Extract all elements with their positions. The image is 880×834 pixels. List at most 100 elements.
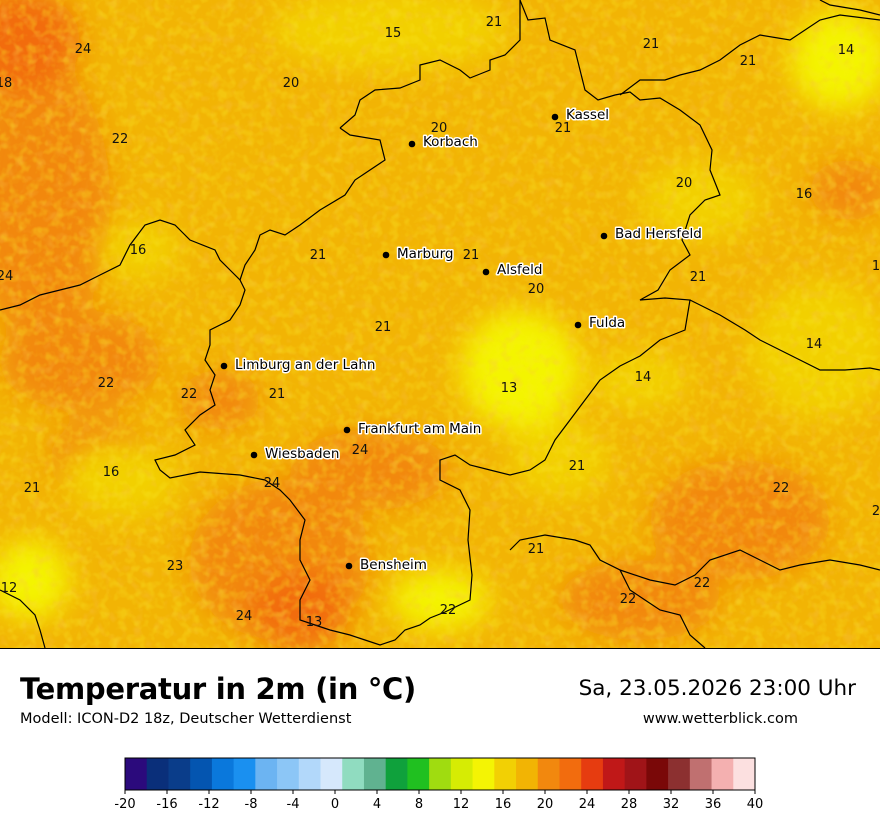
city-wiesbaden[interactable]: Wiesbaden [250,445,341,464]
city-alsfeld[interactable]: Alsfeld [482,261,544,280]
temp-value: 12 [1,581,18,596]
city-kassel[interactable]: Kassel [551,106,611,125]
state-border-sw [0,589,46,648]
city-dot [345,562,353,570]
city-dot [600,232,608,240]
temp-value: 16 [103,465,120,480]
temp-value: 13 [306,615,323,630]
temp-value: 22 [773,481,790,496]
city-label: Fulda [589,315,625,331]
legend-frame [124,757,756,791]
temp-value: 24 [75,42,92,57]
city-markers: Kassel Korbach Bad Hersfeld Marburg Alsf… [220,106,703,575]
legend-swatch [581,758,604,790]
temp-value: 16 [796,187,813,202]
legend-swatch [537,758,560,790]
city-label: Frankfurt am Main [358,421,481,437]
legend-tick-label: 36 [705,797,722,812]
city-korbach[interactable]: Korbach [408,133,479,152]
legend-swatch [168,758,191,790]
city-dot [343,426,351,434]
state-border [0,0,721,646]
legend-swatch [320,758,343,790]
temp-value: 20 [283,76,300,91]
legend-swatch [733,758,756,790]
city-dot [408,140,416,148]
legend-tick-label: -20 [114,797,135,812]
city-bensheim[interactable]: Bensheim [345,556,428,575]
legend-swatch [342,758,365,790]
temp-value: 22 [440,603,457,618]
temp-value: 20 [676,176,693,191]
temp-value: 24 [264,476,281,491]
legend-swatch [602,758,626,790]
legend-tick-label: -12 [198,797,219,812]
legend-swatches [125,758,756,790]
map-svg: Kassel Korbach Bad Hersfeld Marburg Alsf… [0,0,880,648]
legend-tick-label: -4 [287,797,300,812]
temp-value: 16 [130,243,147,258]
state-border-ne [819,0,880,16]
color-legend: -20 -16 -12 -8 -4 0 4 8 12 16 20 24 28 32 36 40 [0,750,880,830]
legend-tick-label: -16 [156,797,177,812]
texture-warm [0,0,880,648]
legend-swatch [211,758,235,790]
city-dot [574,321,582,329]
temp-value: 21 [569,459,586,474]
temperature-labels: 21 15 21 14 24 18 20 20 21 21 22 20 16 1… [0,15,880,630]
temp-value: 24 [0,269,13,284]
temp-value: 2 [872,504,880,519]
legend-swatch [668,758,691,790]
legend-tick-label: 16 [495,797,512,812]
forecast-datetime: Sa, 23.05.2026 23:00 Uhr [578,676,856,701]
state-border-east [619,14,880,96]
temp-value: 21 [528,542,545,557]
legend-swatch [407,758,430,790]
legend-tick-label: 40 [747,797,764,812]
city-label: Bad Hersfeld [615,226,702,242]
city-dot [382,251,390,259]
legend-swatch [190,758,213,790]
website-link[interactable]: www.wetterblick.com [642,711,798,727]
temp-value: 21 [463,248,480,263]
model-subtitle: Modell: ICON-D2 18z, Deutscher Wetterdie… [20,711,352,727]
temp-value: 21 [555,121,572,136]
temp-value: 21 [486,15,503,30]
state-border-east2 [689,299,880,371]
legend-tick-label: 8 [415,797,423,812]
legend-swatch [624,758,647,790]
legend-swatch [385,758,408,790]
map-title: Temperatur in 2m (in °C) [20,672,416,706]
legend-tick-label: 4 [373,797,381,812]
city-fulda[interactable]: Fulda [574,314,627,333]
temp-value: 21 [269,387,286,402]
city-frankfurt[interactable]: Frankfurt am Main [343,420,483,439]
legend-tick-label: 32 [663,797,680,812]
state-border-north2 [239,127,386,281]
legend-tick-label: 0 [331,797,339,812]
temp-value: 22 [694,576,711,591]
temp-value: 24 [352,443,369,458]
legend-tick-label: 20 [537,797,554,812]
temp-value: 14 [838,43,855,58]
legend-swatch [146,758,169,790]
legend-svg: -20 -16 -12 -8 -4 0 4 8 12 16 20 24 28 32 36 40 [114,757,763,812]
city-label: Kassel [566,107,609,123]
legend-swatch [298,758,321,790]
legend-ticks: -20 -16 -12 -8 -4 0 4 8 12 16 20 24 28 32 36 40 [114,790,763,812]
legend-swatch [472,758,495,790]
temp-value: 1 [872,259,880,274]
city-limburg[interactable]: Limburg an der Lahn [220,356,377,375]
temperature-map: Kassel Korbach Bad Hersfeld Marburg Alsf… [0,0,880,649]
city-label: Wiesbaden [265,446,339,462]
city-dot [551,113,559,121]
city-label: Bensheim [360,557,427,573]
temp-value: 22 [98,376,115,391]
legend-swatch [125,758,148,790]
city-bad-hersfeld[interactable]: Bad Hersfeld [600,225,703,244]
temp-value: 15 [385,26,402,41]
city-marburg[interactable]: Marburg [382,245,455,264]
legend-swatch [689,758,712,790]
legend-tick-label: 24 [579,797,596,812]
temp-value: 13 [501,381,518,396]
